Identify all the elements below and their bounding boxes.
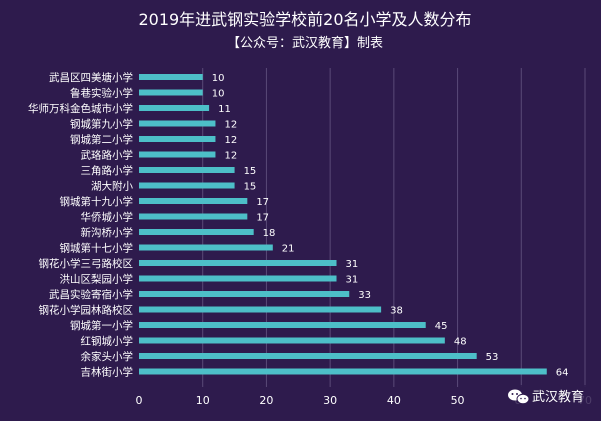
data-label: 10: [212, 73, 225, 84]
data-label: 48: [454, 337, 467, 348]
watermark-text: 武汉教育: [532, 389, 584, 405]
data-label: 31: [346, 275, 359, 286]
bar: [139, 353, 477, 359]
data-label: 18: [263, 228, 276, 239]
bar: [139, 213, 248, 220]
bar: [139, 136, 216, 142]
category-label: 鲁巷实验小学: [70, 87, 133, 100]
category-label: 湖大附小: [91, 180, 133, 193]
category-label: 钢城第十七小学: [60, 242, 134, 255]
bar: [139, 198, 248, 204]
label-layer: 武昌区四美塘小学 10 鲁巷实验小学 10 华师万科金色城市小学 11 钢城第九小学 12 钢城…: [28, 71, 569, 379]
category-label: 钢花小学园林路校区: [39, 304, 134, 317]
x-tick-label: 50: [451, 394, 465, 407]
x-tick-label: 20: [259, 394, 273, 407]
category-label: 新沟桥小学: [81, 226, 134, 239]
wechat-icon: [508, 389, 530, 405]
category-label: 钢城第一小学: [70, 319, 133, 332]
data-label: 21: [282, 244, 295, 255]
bar-layer: [139, 74, 547, 375]
data-label: 45: [435, 321, 448, 332]
bar: [139, 291, 350, 297]
category-label: 华侨城小学: [81, 211, 134, 224]
data-label: 10: [212, 89, 225, 100]
x-tick-label: 30: [323, 394, 337, 407]
data-label: 64: [556, 368, 569, 379]
data-label: 33: [358, 290, 371, 301]
bar: [139, 306, 382, 313]
bar: [139, 229, 254, 235]
data-label: 12: [224, 135, 237, 146]
category-label: 吉林街小学: [81, 366, 134, 379]
data-label: 12: [224, 151, 237, 162]
category-label: 武昌区四美塘小学: [49, 71, 133, 84]
bar: [139, 89, 203, 96]
grid-layer: [202, 68, 586, 387]
category-label: 余家头小学: [81, 350, 134, 363]
bar: [139, 74, 203, 80]
bar: [139, 105, 210, 111]
category-label: 武昌实验寄宿小学: [49, 288, 133, 301]
bar: [139, 182, 235, 189]
bar: [139, 322, 426, 328]
bar: [139, 167, 235, 173]
chart-subtitle: 【公众号：武汉教育】制表: [227, 35, 383, 51]
bar: [139, 120, 216, 127]
category-label: 武珞路小学: [81, 149, 134, 162]
chart-title: 2019年进武钢实验学校前20名小学及人数分布: [138, 10, 471, 29]
data-label: 53: [486, 352, 499, 363]
data-label: 15: [244, 182, 257, 193]
x-tick-label: 10: [196, 394, 210, 407]
category-label: 洪山区梨园小学: [60, 273, 134, 286]
bar: [139, 244, 273, 251]
bar: [139, 337, 445, 344]
bar: [139, 368, 547, 375]
data-label: 11: [218, 104, 231, 115]
bar: [139, 151, 216, 158]
category-label: 华师万科金色城市小学: [28, 102, 133, 115]
category-label: 钢城第十九小学: [60, 195, 134, 208]
category-label: 钢城第二小学: [70, 133, 133, 146]
bar: [139, 275, 337, 282]
watermark: 武汉教育: [502, 385, 597, 407]
x-tick-label: 40: [387, 394, 401, 407]
data-label: 38: [390, 306, 403, 317]
category-label: 红钢城小学: [81, 335, 134, 348]
data-label: 12: [224, 120, 237, 131]
category-label: 钢花小学三弓路校区: [39, 257, 134, 270]
data-label: 15: [244, 166, 257, 177]
data-label: 17: [256, 197, 269, 208]
bar: [139, 260, 337, 266]
category-label: 钢城第九小学: [70, 118, 133, 131]
x-tick-label: 0: [136, 394, 143, 407]
data-label: 17: [256, 213, 269, 224]
category-label: 三角路小学: [81, 164, 134, 177]
data-label: 31: [346, 259, 359, 270]
